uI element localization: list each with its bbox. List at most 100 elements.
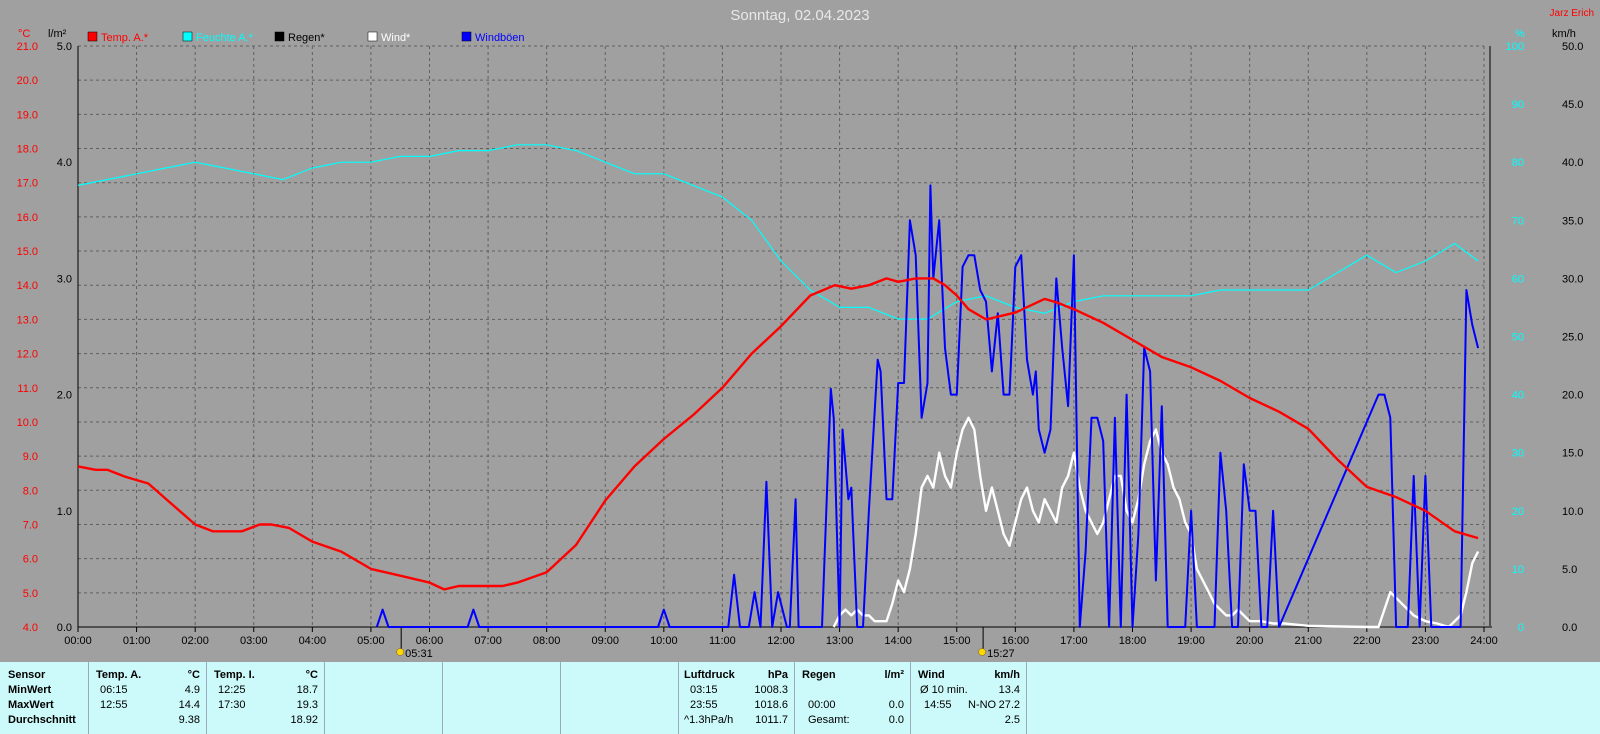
legend-label: Wind* [381, 32, 411, 44]
rain-title: Regen [802, 669, 836, 681]
x-tick-label: 01:00 [123, 635, 151, 647]
chart-title: Sonntag, 02.04.2023 [730, 7, 869, 24]
temp-tick-label: 6.0 [23, 554, 38, 566]
x-tick-label: 24:00 [1470, 635, 1498, 647]
rain-tick-label: 5.0 [57, 41, 72, 53]
legend-swatch [274, 31, 285, 42]
temp-tick-label: 21.0 [17, 41, 38, 53]
wind-tick-label: 35.0 [1562, 215, 1583, 227]
temp-tick-label: 19.0 [17, 109, 38, 121]
wind-tick-label: 10.0 [1562, 506, 1583, 518]
temp-tick-label: 10.0 [17, 417, 38, 429]
wind-tick-label: 15.0 [1562, 448, 1583, 460]
wind-avg: 13.4 [998, 684, 1020, 696]
x-tick-label: 21:00 [1294, 635, 1322, 647]
x-tick-label: 13:00 [826, 635, 854, 647]
temp-a-max-time: 12:55 [100, 699, 128, 711]
temp-i-min-time: 12:25 [218, 684, 246, 696]
wind-unit: km/h [994, 669, 1020, 681]
sun-markers: 05:31 15:27 [396, 627, 1015, 660]
temp-indoor-column: Temp. I. °C 12:25 18.7 17:30 19.3 18.92 [206, 662, 325, 734]
temp-outdoor-column: Temp. A. °C 06:15 4.9 12:55 14.4 9.38 [88, 662, 207, 734]
x-tick-label: 19:00 [1177, 635, 1205, 647]
humidity-tick-label: 80 [1512, 157, 1524, 169]
rain-tick-label: 2.0 [57, 390, 72, 402]
legend-label: Windböen [475, 32, 525, 44]
rain-value: 0.0 [888, 699, 904, 711]
temp-tick-label: 5.0 [23, 588, 38, 600]
wind-avg-label: Ø 10 min. [920, 684, 968, 696]
empty-column-2 [442, 662, 561, 734]
x-tick-label: 07:00 [474, 635, 502, 647]
pressure-min-time: 03:15 [690, 684, 718, 696]
x-tick-label: 14:00 [884, 635, 912, 647]
x-tick-label: 06:00 [416, 635, 444, 647]
wind-tick-label: 20.0 [1562, 390, 1583, 402]
x-tick-label: 22:00 [1353, 635, 1381, 647]
wind-column: Wind km/h Ø 10 min. 13.4 14:55 N-NO 27.2… [910, 662, 1027, 734]
x-tick-label: 04:00 [299, 635, 327, 647]
x-tick-label: 15:00 [943, 635, 971, 647]
legend-swatch [461, 31, 472, 42]
x-tick-label: 16:00 [1002, 635, 1030, 647]
rain-total-label: Gesamt: [808, 714, 850, 726]
x-tick-label: 20:00 [1236, 635, 1264, 647]
pressure-max-time: 23:55 [690, 699, 718, 711]
temp-i-unit: °C [305, 669, 318, 681]
humidity-tick-label: 0 [1518, 622, 1524, 634]
humidity-tick-label: 10 [1512, 564, 1524, 576]
rain-total: 0.0 [888, 714, 904, 726]
humidity-tick-label: 30 [1512, 448, 1524, 460]
series-layer [77, 144, 1480, 629]
rain-axis-unit: l/m² [48, 28, 67, 40]
temp-tick-label: 9.0 [23, 451, 38, 463]
temp-tick-label: 4.0 [23, 622, 38, 634]
temp-a-avg: 9.38 [178, 714, 200, 726]
pressure-avg: 1011.7 [755, 714, 788, 726]
legend-label: Temp. A.* [101, 32, 149, 44]
pressure-title: Luftdruck [684, 669, 735, 681]
temperature-line [77, 277, 1479, 591]
temp-a-min-time: 06:15 [100, 684, 128, 696]
rain-tick-label: 1.0 [57, 506, 72, 518]
x-tick-label: 00:00 [64, 635, 92, 647]
row-label-max: MaxWert [8, 699, 54, 711]
wind-gust-time: 14:55 [924, 699, 952, 711]
x-tick-label: 09:00 [591, 635, 619, 647]
wind-tick-label: 25.0 [1562, 332, 1583, 344]
pressure-unit: hPa [767, 669, 788, 681]
x-tick-label: 17:00 [1060, 635, 1088, 647]
temp-i-min: 18.7 [296, 684, 318, 696]
legend-swatch [182, 31, 193, 42]
axes: 4.0 5.0 6.0 7.0 8.0 9.0 10.0 11.0 12.0 13.0 14.0 15… [17, 28, 1584, 647]
wind-tick-label: 30.0 [1562, 273, 1583, 285]
humidity-tick-label: 90 [1512, 99, 1524, 111]
x-tick-label: 12:00 [767, 635, 795, 647]
x-tick-label: 23:00 [1412, 635, 1440, 647]
pressure-column: Luftdruck hPa 03:15 1008.3 23:55 1018.6 … [678, 662, 795, 734]
temp-tick-label: 14.0 [17, 280, 38, 292]
wind-axis-unit: km/h [1552, 28, 1576, 40]
temp-tick-label: 20.0 [17, 75, 38, 87]
temp-a-max: 14.4 [178, 699, 200, 711]
empty-column-1 [324, 662, 443, 734]
temp-tick-label: 18.0 [17, 144, 38, 156]
wind-tick-label: 40.0 [1562, 157, 1583, 169]
sensor-column: Sensor MinWert MaxWert Durchschnitt [0, 662, 89, 734]
humidity-tick-label: 50 [1512, 332, 1524, 344]
legend-swatch [87, 31, 98, 42]
temp-i-avg: 18.92 [290, 714, 318, 726]
temp-a-min: 4.9 [184, 684, 200, 696]
x-tick-label: 11:00 [709, 635, 736, 647]
humidity-tick-label: 20 [1512, 506, 1524, 518]
rain-tick-label: 4.0 [57, 157, 72, 169]
wind-tick-label: 5.0 [1562, 564, 1577, 576]
row-label-min: MinWert [8, 684, 52, 696]
humidity-tick-label: 70 [1512, 215, 1524, 227]
temp-tick-label: 17.0 [17, 178, 38, 190]
wind-line [832, 416, 1480, 629]
humidity-tick-label: 100 [1506, 41, 1524, 53]
rain-column: Regen l/m² 00:00 0.0 Gesamt: 0.0 [794, 662, 911, 734]
pressure-max: 1018.6 [754, 699, 788, 711]
legend: Temp. A.* Feuchte A.* Regen* Wind* Windböen [87, 31, 525, 44]
